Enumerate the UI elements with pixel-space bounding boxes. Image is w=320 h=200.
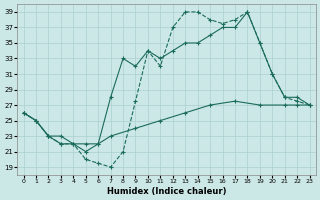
X-axis label: Humidex (Indice chaleur): Humidex (Indice chaleur) — [107, 187, 226, 196]
